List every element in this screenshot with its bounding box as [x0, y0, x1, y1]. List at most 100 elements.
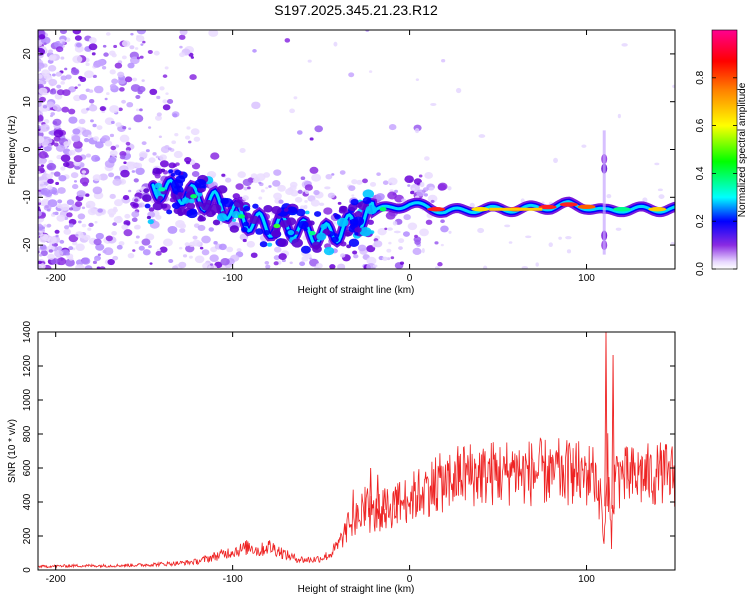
- noise-blob: [88, 99, 95, 104]
- noise-blob: [41, 69, 51, 77]
- noise-blob: [122, 195, 130, 201]
- noise-blob: [52, 73, 56, 77]
- noise-blob: [74, 201, 83, 207]
- ridge-blob: [172, 202, 181, 209]
- noise-blob: [121, 99, 126, 104]
- noise-blob: [139, 108, 143, 112]
- noise-blob: [102, 44, 107, 48]
- noise-blob: [81, 257, 91, 265]
- x-tick-label: 0: [407, 574, 413, 585]
- noise-blob: [617, 113, 621, 119]
- spectrogram-ridge: [142, 130, 675, 256]
- noise-blob: [96, 125, 103, 130]
- noise-blob: [53, 171, 61, 177]
- noise-blob: [362, 178, 368, 184]
- noise-blob: [38, 253, 43, 257]
- ridge-blob: [316, 232, 327, 241]
- ridge-blob: [354, 232, 359, 236]
- noise-blob: [252, 178, 259, 184]
- noise-blob: [38, 41, 43, 47]
- noise-blob: [179, 246, 183, 250]
- noise-blob: [87, 134, 92, 139]
- noise-blob: [44, 145, 52, 152]
- snr-spike: [611, 354, 615, 509]
- noise-blob: [121, 40, 131, 47]
- noise-blob: [94, 141, 104, 149]
- noise-blob: [366, 263, 376, 269]
- noise-blob: [49, 89, 57, 95]
- ridge-blob: [286, 217, 297, 226]
- noise-blob: [375, 193, 385, 201]
- noise-blob: [242, 178, 252, 187]
- noise-blob: [393, 230, 401, 234]
- noise-blob: [114, 199, 123, 207]
- noise-blob: [418, 174, 423, 178]
- noise-blob: [120, 169, 130, 178]
- x-tick-label: -200: [46, 273, 66, 284]
- noise-blob: [193, 136, 201, 142]
- ridge-blob: [209, 203, 222, 214]
- ridge-blob: [229, 225, 240, 233]
- noise-blob: [119, 134, 130, 143]
- y-tick-label: 600: [22, 459, 33, 476]
- noise-blob: [60, 166, 66, 171]
- noise-blob: [56, 257, 67, 266]
- ridge-blob: [144, 203, 151, 209]
- snr-x-axis-label: Height of straight line (km): [298, 584, 415, 595]
- noise-blob: [242, 238, 247, 243]
- noise-blob: [38, 200, 42, 203]
- noise-blob: [407, 222, 418, 231]
- noise-blob: [111, 78, 119, 85]
- noise-blob: [103, 52, 109, 57]
- ridge-blob: [220, 197, 229, 205]
- ridge-blob: [174, 169, 182, 176]
- ridge-blob: [286, 206, 298, 216]
- noise-blob: [237, 171, 246, 179]
- noise-blob: [149, 262, 153, 265]
- noise-blob: [68, 223, 74, 228]
- noise-blob: [81, 223, 87, 228]
- noise-blob: [88, 222, 94, 228]
- noise-blob: [178, 261, 187, 269]
- noise-blob: [113, 216, 123, 224]
- snr-y-axis-label: SNR (10 * v/v): [7, 419, 18, 483]
- noise-blob: [179, 228, 186, 234]
- colorbar-tick-label: 0.0: [695, 262, 706, 276]
- x-tick-label: 100: [578, 273, 595, 284]
- noise-blob: [112, 178, 122, 186]
- noise-blob: [75, 42, 82, 48]
- noise-blob: [382, 180, 389, 185]
- noise-blob: [109, 69, 116, 75]
- noise-blob: [112, 255, 119, 261]
- noise-blob: [48, 78, 58, 86]
- ridge-blob: [160, 168, 166, 173]
- noise-blob: [111, 231, 117, 236]
- noise-blob: [38, 236, 47, 243]
- noise-blob: [300, 176, 306, 181]
- noise-blob: [97, 253, 101, 257]
- noise-blob: [403, 214, 411, 221]
- noise-blob: [566, 249, 572, 254]
- noise-blob: [40, 250, 48, 257]
- noise-blob: [38, 142, 42, 147]
- noise-blob: [202, 262, 211, 269]
- noise-blob: [61, 249, 70, 256]
- noise-blob: [110, 145, 117, 151]
- noise-blob: [59, 48, 63, 52]
- noise-blob: [56, 89, 65, 96]
- noise-blob: [87, 227, 92, 231]
- noise-blob: [148, 157, 156, 163]
- noise-blob: [92, 174, 102, 182]
- noise-blob: [670, 241, 675, 246]
- noise-blob: [57, 199, 63, 204]
- noise-blob: [250, 173, 258, 179]
- ridge-hotspot: [308, 230, 316, 236]
- noise-blob: [337, 201, 342, 205]
- y-tick-label: -10: [22, 190, 33, 205]
- noise-blob: [91, 154, 100, 162]
- noise-blob: [220, 257, 230, 266]
- noise-blob: [145, 233, 155, 241]
- ridge-blob: [146, 215, 152, 220]
- ridge-blob: [194, 178, 207, 189]
- noise-blob: [184, 242, 190, 247]
